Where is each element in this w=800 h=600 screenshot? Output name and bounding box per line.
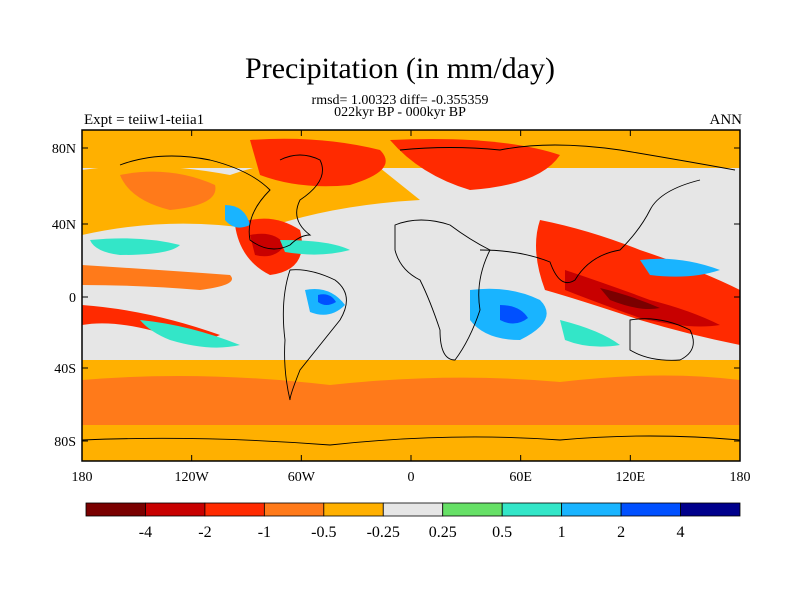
lon-tick-label: 180 xyxy=(730,470,751,485)
gulf-dry-core xyxy=(250,233,285,257)
season-label: ANN xyxy=(709,112,743,128)
alaska-dry xyxy=(120,171,216,210)
lat-tick-label: 0 xyxy=(69,291,76,306)
indian-ocean-very-wet xyxy=(500,305,528,324)
lat-tick-label: 80N xyxy=(52,142,76,157)
southern-ocean-medium-band xyxy=(82,375,740,425)
colorbar-label: -0.25 xyxy=(367,524,400,541)
colorbar-swatch xyxy=(145,502,206,517)
colorbar-label: 0.25 xyxy=(429,524,457,541)
north-america-wet xyxy=(225,205,250,228)
colorbar-label: 2 xyxy=(617,524,625,541)
colorbar-swatch xyxy=(561,502,622,517)
chart-title: Precipitation (in mm/day) xyxy=(245,52,555,85)
asia-south-coast xyxy=(479,179,701,284)
colorbar-swatch xyxy=(323,502,384,517)
lon-tick-label: 60W xyxy=(288,470,316,485)
lat-tick-label: 80S xyxy=(54,435,76,450)
coastlines xyxy=(82,144,740,446)
map-field xyxy=(82,130,740,461)
colorbar-swatch xyxy=(442,502,503,517)
colorbar-swatch xyxy=(263,502,325,517)
colorbar-swatch xyxy=(620,502,681,517)
indonesia-strong-dry xyxy=(565,270,720,327)
colorbar-label: -2 xyxy=(198,524,211,541)
lon-tick-label: 120E xyxy=(616,470,646,485)
south-america-coast xyxy=(282,269,347,401)
colorbar-swatch xyxy=(382,502,444,517)
north-america-coast xyxy=(119,154,323,250)
longitude-ticks: 180 120W 60W 0 60E 120E 180 xyxy=(72,130,751,485)
colorbar-label: -1 xyxy=(258,524,271,541)
latitude-ticks: 80N 40N 0 40S 80S xyxy=(52,142,740,450)
colorbar-label: 1 xyxy=(558,524,566,541)
lat-tick-label: 40N xyxy=(52,218,76,233)
tropical-pacific-dry xyxy=(82,265,232,290)
rmsd-subtitle: rmsd= 1.00323 diff= -0.355359 xyxy=(311,93,489,108)
colorbar-swatch xyxy=(85,502,146,517)
colorbar-label: -0.5 xyxy=(311,524,336,541)
south-pacific-wet xyxy=(140,320,240,348)
north-pacific-wet xyxy=(90,238,180,255)
colorbar-label: -4 xyxy=(139,524,152,541)
greenland-dry xyxy=(250,138,386,187)
eurasia-arctic-coast xyxy=(399,144,736,171)
australia-coast xyxy=(629,318,694,361)
west-pacific-wet xyxy=(640,258,720,277)
colorbar-swatch xyxy=(680,502,741,517)
south-america-very-wet xyxy=(318,294,336,305)
lon-tick-label: 0 xyxy=(408,470,415,485)
colorbar-swatch xyxy=(204,502,265,517)
antarctica-coast xyxy=(82,435,740,446)
atlantic-wet xyxy=(280,240,350,255)
lon-tick-label: 180 xyxy=(72,470,93,485)
lon-tick-label: 120W xyxy=(175,470,210,485)
colorbar-label: 4 xyxy=(677,524,685,541)
lon-tick-label: 60E xyxy=(509,470,532,485)
experiment-label: Expt = teiiw1-teiia1 xyxy=(84,112,205,128)
indonesia-extreme-dry xyxy=(600,288,660,309)
colorbar: -4 -2 -1 -0.5 -0.25 0.25 0.5 1 2 4 xyxy=(85,502,741,541)
period-subtitle: 022kyr BP - 000kyr BP xyxy=(334,105,466,120)
europe-dry xyxy=(390,139,560,190)
lat-tick-label: 40S xyxy=(54,362,76,377)
colorbar-label: 0.5 xyxy=(492,524,512,541)
africa-coast xyxy=(394,219,491,361)
south-indian-wet xyxy=(560,320,620,347)
colorbar-swatch xyxy=(501,502,563,517)
